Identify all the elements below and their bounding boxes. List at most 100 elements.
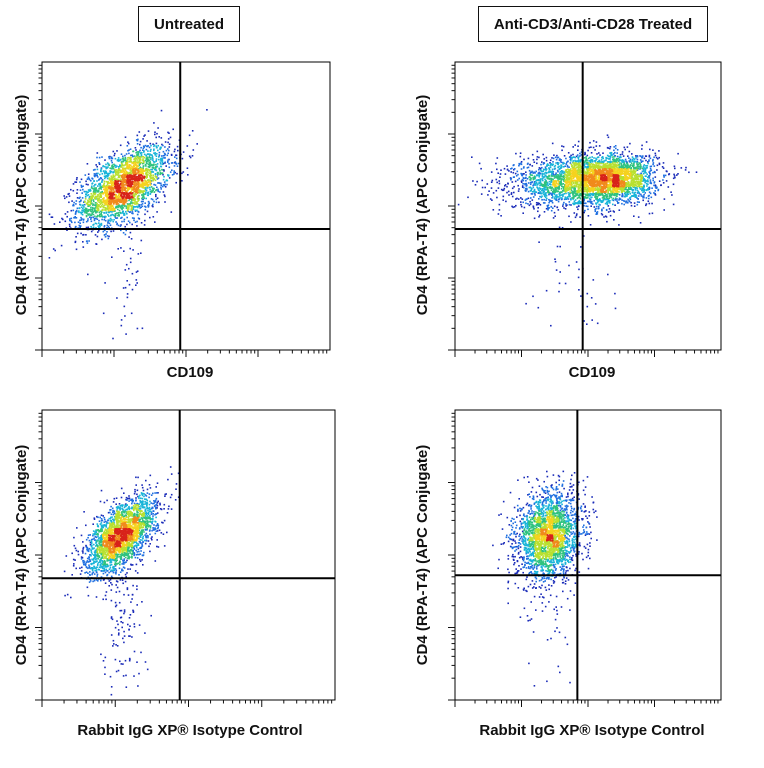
event-dot	[578, 194, 581, 196]
event-dot	[599, 161, 601, 164]
event-dot	[554, 156, 557, 159]
event-dot	[548, 170, 550, 173]
event-dot	[124, 181, 126, 184]
event-dot	[150, 144, 152, 147]
event-dot	[579, 186, 582, 189]
event-dot	[84, 195, 87, 198]
event-dot	[143, 150, 145, 152]
event-dot	[568, 215, 570, 218]
event-dot	[609, 147, 611, 150]
event-dot	[624, 158, 627, 161]
event-dot	[118, 176, 121, 178]
event-dot	[111, 211, 113, 213]
event-dot	[130, 205, 133, 208]
event-dot	[558, 159, 561, 161]
event-dot	[551, 170, 554, 172]
event-dot	[653, 170, 656, 173]
event-dot	[113, 175, 116, 178]
event-dot	[119, 169, 122, 171]
event-dot	[188, 155, 191, 157]
event-dot	[99, 173, 101, 176]
event-dot	[573, 202, 576, 204]
event-dot	[121, 157, 124, 160]
event-dot	[144, 181, 146, 183]
event-dot	[99, 187, 101, 189]
event-dot	[96, 174, 98, 177]
event-dot	[119, 191, 122, 193]
event-dot	[103, 200, 106, 203]
event-dot	[155, 198, 158, 201]
event-dot	[576, 202, 579, 205]
event-dot	[588, 167, 590, 170]
event-dot	[595, 205, 598, 208]
event-dot	[651, 187, 653, 189]
event-dot	[552, 191, 554, 193]
event-dot	[153, 163, 155, 165]
event-dot	[629, 192, 631, 195]
event-dot	[160, 188, 162, 190]
event-dot	[82, 188, 84, 191]
event-dot	[652, 162, 655, 164]
event-dot	[110, 182, 113, 185]
event-dot	[658, 162, 661, 165]
event-dot	[544, 196, 547, 199]
event-dot	[100, 186, 102, 189]
event-dot	[181, 180, 183, 182]
event-dot	[591, 161, 594, 163]
event-dot	[92, 190, 95, 193]
event-dot	[122, 184, 125, 187]
event-dot	[564, 176, 566, 178]
event-dot	[640, 185, 642, 188]
event-dot	[525, 179, 527, 182]
event-dot	[548, 201, 550, 204]
event-dot	[642, 191, 644, 193]
event-dot	[92, 208, 94, 210]
event-dot	[135, 182, 137, 185]
event-dot	[619, 162, 621, 164]
event-dot	[636, 187, 638, 190]
event-dot	[94, 217, 96, 220]
event-dot	[181, 157, 184, 160]
event-dot	[85, 234, 87, 236]
event-dot	[125, 201, 127, 204]
event-dot	[572, 197, 574, 199]
event-dot	[619, 166, 622, 168]
event-dot	[563, 193, 566, 195]
event-dot	[167, 138, 170, 140]
event-dot	[608, 158, 610, 160]
event-dot	[560, 164, 563, 167]
event-dot	[101, 238, 103, 241]
event-dot	[79, 211, 82, 214]
event-dot	[607, 161, 609, 163]
event-dot	[130, 209, 132, 211]
event-dot	[115, 166, 117, 168]
event-dot	[572, 202, 574, 205]
event-dot	[570, 204, 572, 206]
event-dot	[155, 163, 157, 166]
event-dot	[116, 191, 119, 194]
event-dot	[589, 166, 591, 168]
event-dot	[106, 235, 109, 237]
event-dot	[639, 179, 642, 181]
event-dot	[542, 179, 544, 182]
event-dot	[633, 162, 635, 165]
event-dot	[578, 160, 580, 162]
event-dot	[101, 156, 103, 158]
event-dot	[128, 236, 130, 238]
event-dot	[138, 197, 140, 200]
event-dot	[98, 179, 100, 181]
event-dot	[544, 193, 546, 196]
event-dot	[500, 188, 503, 191]
event-dot	[553, 192, 556, 195]
event-dot	[623, 166, 625, 168]
event-dot	[128, 198, 131, 200]
event-dot	[126, 163, 129, 165]
event-dot	[112, 182, 115, 184]
event-dot	[507, 183, 509, 185]
event-dot	[531, 193, 533, 195]
event-dot	[513, 164, 515, 166]
event-dot	[539, 184, 541, 187]
event-dots-2	[457, 134, 698, 330]
event-dot	[549, 192, 552, 195]
event-dot	[624, 193, 627, 196]
